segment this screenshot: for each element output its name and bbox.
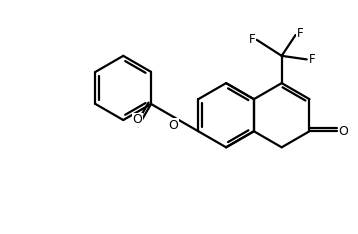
Text: F: F	[296, 27, 303, 40]
Text: O: O	[338, 125, 348, 138]
Text: O: O	[132, 113, 142, 126]
Text: O: O	[168, 119, 178, 132]
Text: F: F	[308, 53, 315, 66]
Text: F: F	[249, 33, 256, 46]
